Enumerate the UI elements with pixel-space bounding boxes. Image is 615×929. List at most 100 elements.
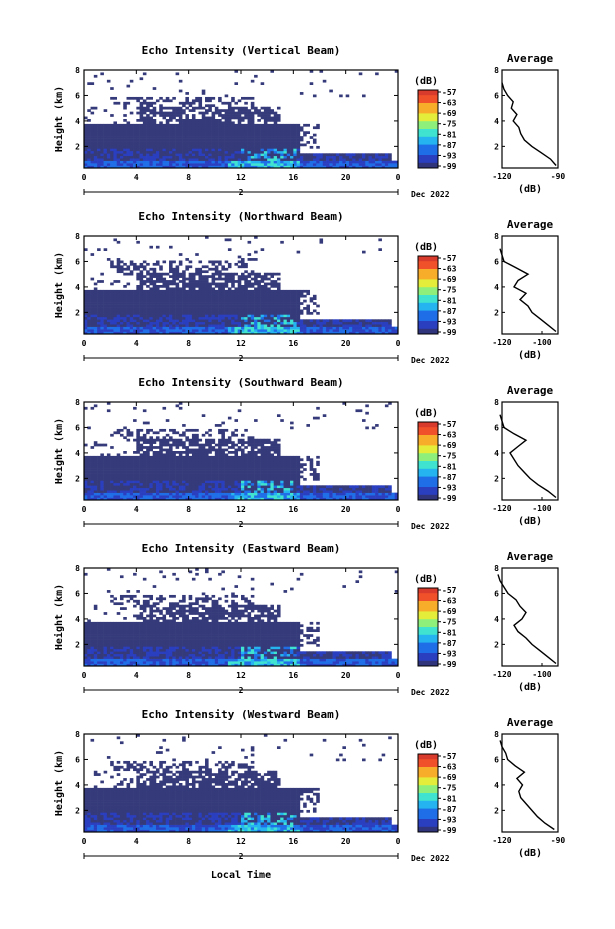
average-y-tick-label: 6	[494, 91, 499, 100]
colorbar-tick-label: -57	[442, 254, 457, 263]
x-tick-label: 12	[236, 505, 246, 514]
y-tick-label: 8	[75, 232, 80, 241]
heatmap-cells	[84, 568, 399, 667]
heatmap-cells	[84, 734, 399, 833]
x-tick-label: 0	[396, 339, 401, 348]
average-profile: Average 2 4 6 8 -120 -90 (dB)	[492, 52, 565, 195]
day-label: 2	[239, 188, 244, 197]
colorbar-unit: (dB)	[414, 408, 438, 419]
y-tick-label: 6	[75, 589, 80, 598]
y-axis-label: Height (km)	[53, 252, 65, 318]
date-label: Dec 2022	[411, 190, 450, 199]
x-tick-label: 0	[396, 837, 401, 846]
colorbar-frame	[417, 89, 439, 169]
colorbar-tick-label: -69	[442, 773, 457, 782]
colorbar-tick-label: -63	[442, 265, 457, 274]
colorbar-frame	[417, 587, 439, 667]
colorbar-tick-label: -69	[442, 607, 457, 616]
average-y-tick-label: 6	[494, 755, 499, 764]
average-x-label: (dB)	[518, 350, 542, 361]
average-title: Average	[507, 384, 554, 397]
average-x-tick-label: -120	[492, 504, 511, 513]
average-profile-line	[499, 414, 557, 499]
panel-title: Echo Intensity (Westward Beam)	[142, 708, 341, 721]
average-title: Average	[507, 218, 554, 231]
x-tick-label: 4	[134, 671, 139, 680]
y-tick-label: 2	[75, 806, 80, 815]
average-x-tick-label: -100	[532, 504, 551, 513]
colorbar-unit: (dB)	[414, 76, 438, 87]
colorbar-tick-label: -63	[442, 763, 457, 772]
colorbar-tick-label: -75	[442, 286, 457, 295]
average-title: Average	[507, 52, 554, 65]
colorbar-unit: (dB)	[414, 242, 438, 253]
colorbar-tick-label: -93	[442, 317, 457, 326]
x-tick-label: 8	[186, 671, 191, 680]
average-y-tick-label: 6	[494, 423, 499, 432]
average-profile: Average 2 4 6 8 -120 -100 (dB)	[492, 218, 559, 361]
average-y-tick-label: 2	[494, 806, 499, 815]
average-x-label: (dB)	[518, 682, 542, 693]
average-x-tick-label: -120	[492, 670, 511, 679]
y-tick-label: 4	[75, 615, 80, 624]
colorbar: (dB) -57 -63-69 -75-81 -87-93 -99	[414, 408, 457, 503]
x-tick-label: 0	[396, 671, 401, 680]
average-profile: Average 2 4 6 8 -120 -100 (dB)	[492, 384, 559, 527]
average-x-label: (dB)	[518, 848, 542, 859]
average-y-tick-label: 6	[494, 257, 499, 266]
x-axis-label: Local Time	[211, 869, 271, 881]
average-profile: Average 2 4 6 8 -120 -90 (dB)	[492, 716, 565, 859]
y-tick-label: 6	[75, 755, 80, 764]
colorbar-unit: (dB)	[414, 740, 438, 751]
x-tick-label: 4	[134, 837, 139, 846]
y-tick-label: 8	[75, 66, 80, 75]
x-tick-label: 20	[341, 339, 351, 348]
average-x-label: (dB)	[518, 184, 542, 195]
x-tick-label: 8	[186, 837, 191, 846]
x-tick-label: 8	[186, 505, 191, 514]
average-frame	[501, 401, 559, 501]
x-tick-label: 0	[82, 671, 87, 680]
day-label: 2	[239, 354, 244, 363]
average-profile-line	[499, 740, 555, 831]
colorbar-tick-label: -57	[442, 88, 457, 97]
heatmap-cells	[84, 402, 399, 501]
y-tick-label: 6	[75, 91, 80, 100]
colorbar: (dB) -57 -63-69 -75-81 -87-93 -99	[414, 574, 457, 669]
panel-2: Echo Intensity (Southward Beam) 2 4 6 8 0 4 8 12…	[53, 376, 559, 531]
average-x-tick-label: -120	[492, 338, 511, 347]
colorbar-frame	[417, 753, 439, 833]
x-tick-label: 12	[236, 671, 246, 680]
average-y-tick-label: 8	[494, 564, 499, 573]
average-y-tick-label: 8	[494, 232, 499, 241]
colorbar: (dB) -57 -63-69 -75-81 -87-93 -99	[414, 242, 457, 337]
x-tick-label: 8	[186, 173, 191, 182]
panel-title: Echo Intensity (Eastward Beam)	[142, 542, 341, 555]
average-y-tick-label: 8	[494, 730, 499, 739]
colorbar-tick-label: -99	[442, 162, 457, 171]
colorbar-tick-label: -69	[442, 275, 457, 284]
colorbar-tick-label: -81	[442, 130, 457, 139]
colorbar: (dB) -57 -63-69 -75-81 -87-93 -99	[414, 740, 457, 835]
average-y-tick-label: 2	[494, 142, 499, 151]
colorbar-tick-label: -93	[442, 815, 457, 824]
day-label: 2	[239, 686, 244, 695]
colorbar-unit: (dB)	[414, 574, 438, 585]
average-profile-line	[499, 248, 557, 333]
colorbar-tick-label: -87	[442, 805, 457, 814]
average-y-tick-label: 4	[494, 117, 499, 126]
panel-0: Echo Intensity (Vertical Beam) 2 4 6 8 0 4 8 12 1…	[53, 44, 565, 199]
average-y-tick-label: 4	[494, 781, 499, 790]
colorbar-frame	[417, 255, 439, 335]
average-x-label: (dB)	[518, 516, 542, 527]
y-tick-label: 8	[75, 398, 80, 407]
y-tick-label: 2	[75, 474, 80, 483]
colorbar-tick-label: -99	[442, 328, 457, 337]
colorbar-tick-label: -81	[442, 462, 457, 471]
colorbar-tick-label: -93	[442, 151, 457, 160]
colorbar-tick-label: -75	[442, 618, 457, 627]
colorbar-tick-label: -99	[442, 494, 457, 503]
panel-title: Echo Intensity (Southward Beam)	[138, 376, 343, 389]
colorbar-tick-label: -93	[442, 649, 457, 658]
